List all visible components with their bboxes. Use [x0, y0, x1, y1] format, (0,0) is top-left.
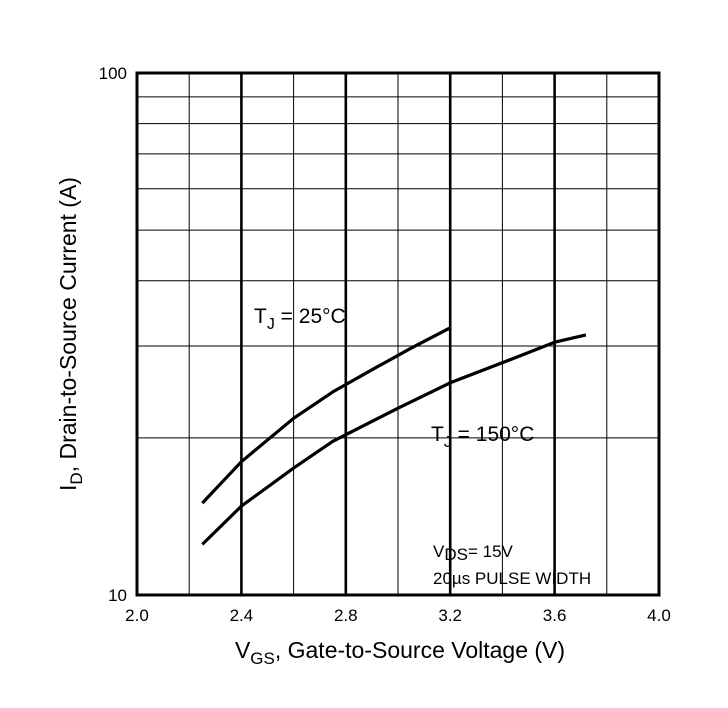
vds-annotation: VDS= 15V [433, 542, 514, 564]
pulse-width-annotation: 20µs PULSE WIDTH [433, 569, 591, 588]
x-tick-label: 4.0 [647, 606, 671, 625]
x-tick-label: 3.2 [438, 606, 462, 625]
x-tick-label: 2.4 [230, 606, 254, 625]
series-label-tj-25c: TJ = 25°C [254, 305, 346, 333]
y-axis-title: ID, Drain-to-Source Current (A) [55, 177, 86, 491]
x-tick-label: 2.8 [334, 606, 358, 625]
plot-frame [135, 71, 661, 597]
x-tick-label: 2.0 [125, 606, 149, 625]
y-tick-label: 10 [108, 586, 127, 605]
tick-labels: 2.0 2.4 2.8 3.2 3.6 4.0 10 100 [99, 64, 671, 625]
curve-tj-25c [201, 326, 451, 505]
grid [137, 73, 659, 595]
x-axis-title: VGS, Gate-to-Source Voltage (V) [235, 637, 565, 668]
series-label-tj-150c: TJ = 150°C [431, 423, 534, 451]
data-curves [201, 326, 587, 546]
curve-tj-150c [201, 333, 587, 546]
x-tick-label: 3.6 [543, 606, 567, 625]
y-tick-label: 100 [99, 64, 127, 83]
